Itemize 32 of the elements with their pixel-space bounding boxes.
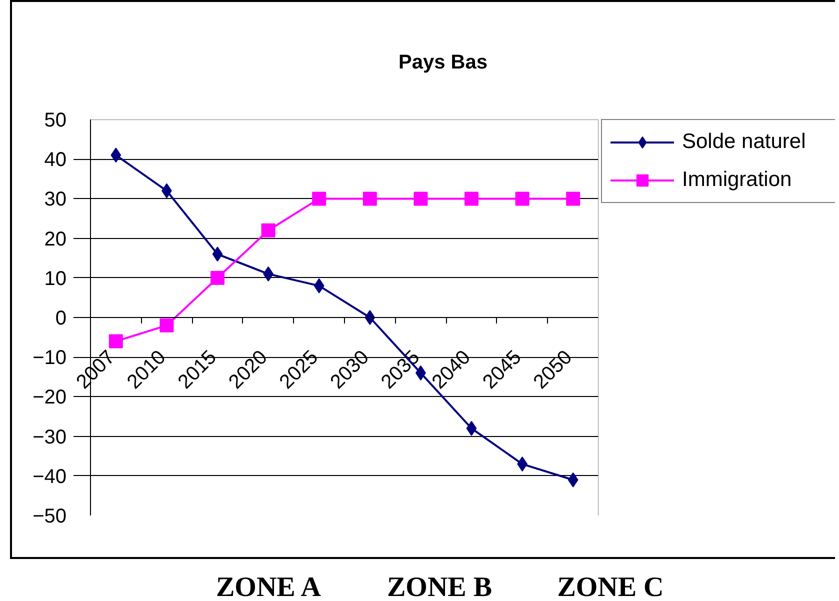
y-tick-label: 10: [44, 268, 67, 290]
point: [110, 148, 122, 163]
y-tick-label: −20: [32, 386, 67, 409]
point: [210, 270, 224, 285]
y-tick-label: −10: [32, 347, 67, 370]
text: ZONE A: [214, 571, 322, 601]
point: [212, 246, 223, 262]
y-tick-label: −40: [32, 466, 67, 488]
text: ZONE B: [386, 571, 494, 601]
point: [515, 192, 530, 206]
chart-title: Pays Bas: [398, 52, 488, 74]
y-tick-label: 0: [55, 308, 66, 330]
y-tick-label: 40: [44, 149, 67, 172]
point: [261, 223, 276, 238]
point: [466, 420, 477, 436]
y-tick-label: −50: [32, 506, 67, 528]
text: ZONE C: [556, 571, 665, 601]
legend-label: Solde naturel: [682, 130, 807, 154]
point: [414, 192, 428, 206]
y-tick-label: 50: [44, 110, 67, 132]
y-tick-label: −30: [32, 426, 67, 448]
point: [314, 278, 324, 294]
point: [568, 472, 578, 488]
point: [362, 192, 377, 206]
legend-label: Immigration: [682, 168, 793, 192]
y-tick-label: 30: [44, 188, 67, 211]
point: [160, 318, 174, 332]
point: [464, 192, 478, 206]
point: [108, 334, 123, 348]
point: [566, 192, 580, 206]
point: [312, 192, 326, 206]
y-tick-label: 20: [44, 228, 67, 250]
